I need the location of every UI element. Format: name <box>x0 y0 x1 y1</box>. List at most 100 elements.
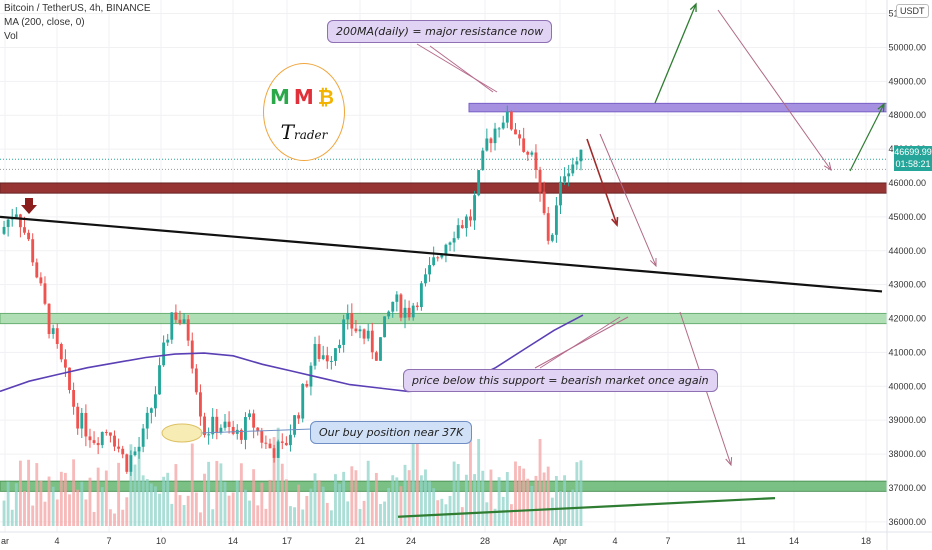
candle-body <box>84 412 88 437</box>
volume-bar <box>92 511 96 526</box>
candle-body <box>59 343 63 360</box>
mmb-trader-logo: MM₿ Trader <box>263 63 345 161</box>
volume-bar <box>18 460 22 526</box>
volume-bar <box>108 509 112 526</box>
candle-body <box>334 348 337 361</box>
candle-body <box>354 328 358 332</box>
volume-bar <box>27 459 31 526</box>
volume-bar <box>10 509 14 526</box>
candle-body <box>280 441 284 443</box>
volume-bar <box>47 476 51 526</box>
pink-arrow-mid-head <box>649 257 657 268</box>
volume-bar <box>113 513 116 526</box>
volume-bar <box>354 470 358 526</box>
candle-body <box>231 426 235 434</box>
downtrend-line <box>0 215 883 293</box>
volume-bar <box>14 483 18 526</box>
buy-position-callout[interactable]: Our buy position near 37K <box>310 421 473 444</box>
volume-bar <box>199 512 202 526</box>
time-tick-label: 18 <box>861 536 871 546</box>
reentry-arrow <box>849 103 885 172</box>
volume-bar <box>264 508 268 526</box>
candle-body <box>31 239 35 263</box>
volume-bar <box>174 464 178 526</box>
candle-body <box>374 352 378 361</box>
pink-arrow-low-head <box>725 456 733 467</box>
candle-body <box>456 225 460 239</box>
bullish-arrow <box>654 3 697 104</box>
volume-bar <box>456 463 460 526</box>
volume-bar <box>334 474 337 526</box>
candle-body <box>493 128 497 144</box>
volume-bar <box>117 462 121 526</box>
volume-bar <box>207 461 211 526</box>
time-tick-label: 24 <box>406 536 416 546</box>
volume-bar <box>473 474 477 526</box>
candle-body <box>207 434 211 436</box>
symbol-title[interactable]: Bitcoin / TetherUS, 4h, BINANCE <box>4 3 151 14</box>
logo-subtitle: Trader <box>264 120 344 144</box>
time-tick-label: ar <box>1 536 9 546</box>
volume-bar <box>313 473 317 526</box>
volume-bar <box>301 509 305 526</box>
volume-bar <box>460 507 464 526</box>
ma-indicator-label[interactable]: MA (200, close, 0) <box>4 17 85 28</box>
callout-pointer-top-2 <box>429 45 494 93</box>
candle-body <box>571 164 575 174</box>
candle-body <box>121 448 125 455</box>
pink-arrow-mid <box>599 133 657 267</box>
candle-body <box>260 430 264 443</box>
volume-bar <box>231 492 235 526</box>
vol-indicator-label[interactable]: Vol <box>4 31 18 42</box>
volume-bar <box>579 460 583 526</box>
callout-pointer-buy <box>199 428 313 434</box>
volume-bar <box>469 432 472 526</box>
candle-body <box>460 225 464 229</box>
logo-sub-rest: rader <box>293 128 328 142</box>
candle-body <box>522 138 526 152</box>
candle-body <box>428 265 431 275</box>
candle-body <box>76 406 80 429</box>
volume-bar <box>76 489 80 526</box>
volume-bar <box>415 428 419 526</box>
time-tick-label: 11 <box>736 536 745 546</box>
price-tick-label: 45000.00 <box>888 212 926 222</box>
candle-body <box>215 416 219 433</box>
price-axis: 36000.00 37000.00 38000.00 39000.00 40000.00… <box>886 0 932 550</box>
candle-body <box>27 232 31 240</box>
candle-body <box>346 313 350 320</box>
candle-body <box>182 319 186 324</box>
currency-badge[interactable]: USDT <box>896 4 929 18</box>
volume-bar <box>276 427 280 526</box>
support-callout[interactable]: price below this support = bearish marke… <box>403 369 718 392</box>
price-tick-label: 42000.00 <box>888 314 926 324</box>
volume-bar <box>51 486 55 526</box>
zone-red <box>0 182 888 194</box>
candle-body <box>92 440 96 443</box>
candle-body <box>6 219 10 227</box>
candle-body <box>248 413 251 418</box>
volume-bar <box>145 479 149 526</box>
candle-body <box>14 214 18 218</box>
volume-bar <box>522 468 526 526</box>
resistance-callout[interactable]: 200MA(daily) = major resistance now <box>327 20 553 43</box>
candle-body <box>2 226 6 234</box>
candle-body <box>411 305 415 318</box>
volume-bar <box>358 508 362 526</box>
volume-bar <box>317 480 321 526</box>
candle-body <box>424 274 427 284</box>
time-tick-label: 7 <box>106 536 111 546</box>
volume-bar <box>219 463 223 526</box>
candle-body <box>63 359 67 368</box>
volume-bar <box>428 481 431 526</box>
candle-body <box>256 427 260 431</box>
volume-bar <box>23 490 26 526</box>
volume-bar <box>436 500 440 526</box>
volume-bar <box>411 423 415 526</box>
candle-body <box>391 301 395 312</box>
down-arrow-marker <box>21 198 37 214</box>
candle-body <box>227 421 231 427</box>
candle-body <box>399 294 403 318</box>
red-arrow-down-head <box>611 216 619 227</box>
